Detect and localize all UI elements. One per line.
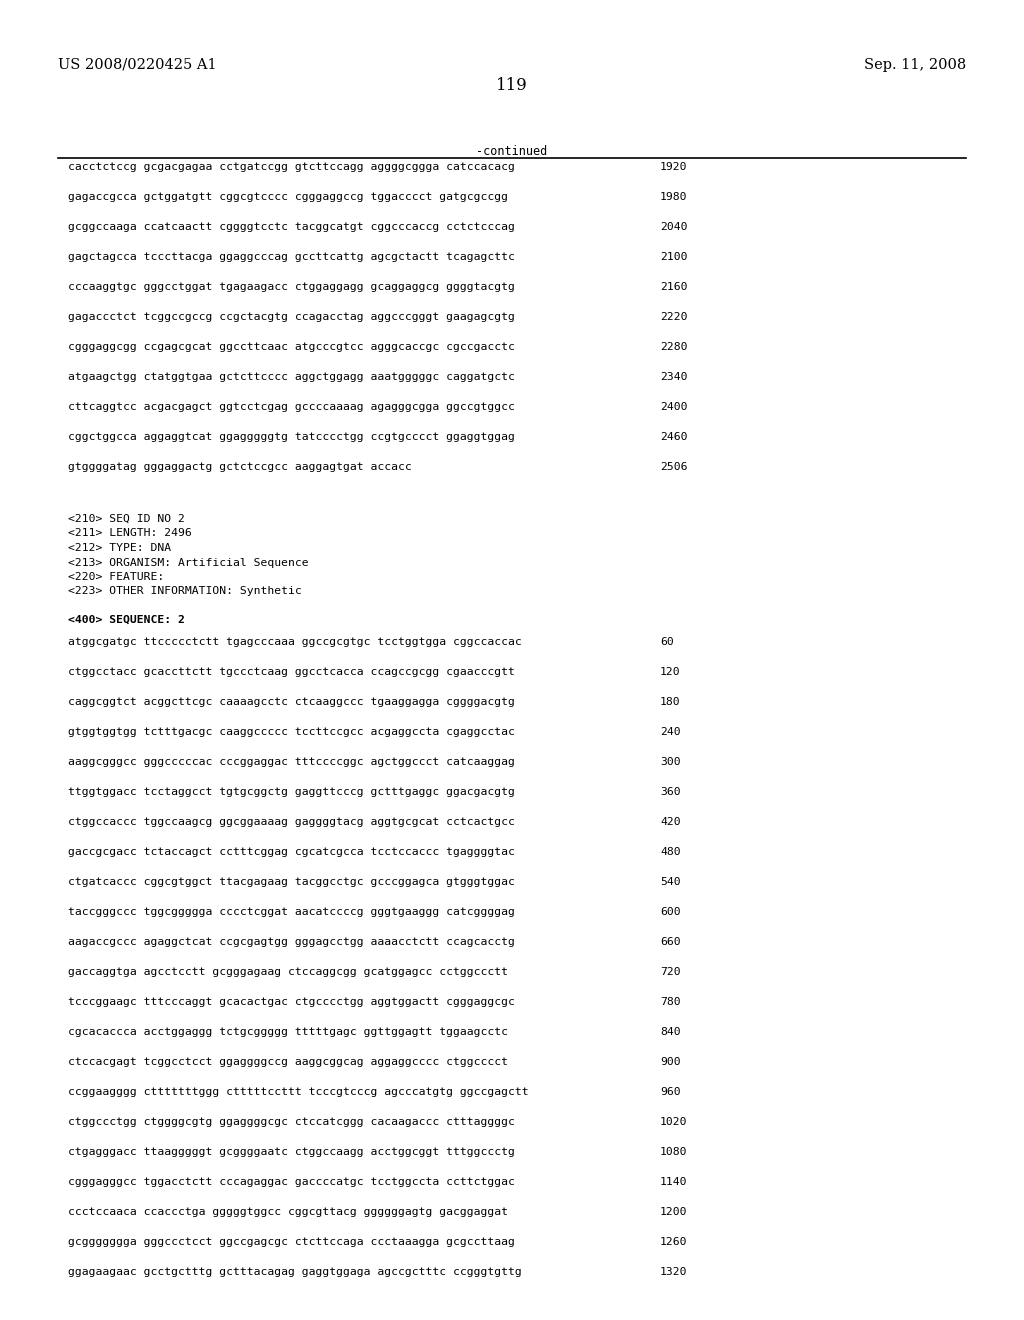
Text: cgggagggcc tggacctctt cccagaggac gaccccatgc tcctggccta ccttctggac: cgggagggcc tggacctctt cccagaggac gacccca… xyxy=(68,1177,515,1187)
Text: 60: 60 xyxy=(660,638,674,647)
Text: cggctggcca aggaggtcat ggagggggtg tatcccctgg ccgtgcccct ggaggtggag: cggctggcca aggaggtcat ggagggggtg tatcccc… xyxy=(68,432,515,442)
Text: gtggggatag gggaggactg gctctccgcc aaggagtgat accacc: gtggggatag gggaggactg gctctccgcc aaggagt… xyxy=(68,462,412,473)
Text: aaggcgggcc gggcccccac cccggaggac tttccccggc agctggccct catcaaggag: aaggcgggcc gggcccccac cccggaggac tttcccc… xyxy=(68,756,515,767)
Text: 240: 240 xyxy=(660,727,681,737)
Text: US 2008/0220425 A1: US 2008/0220425 A1 xyxy=(58,58,217,73)
Text: tcccggaagc tttcccaggt gcacactgac ctgcccctgg aggtggactt cgggaggcgc: tcccggaagc tttcccaggt gcacactgac ctgcccc… xyxy=(68,997,515,1007)
Text: 2400: 2400 xyxy=(660,403,687,412)
Text: <213> ORGANISM: Artificial Sequence: <213> ORGANISM: Artificial Sequence xyxy=(68,557,308,568)
Text: gcggggggga gggccctcct ggccgagcgc ctcttccaga ccctaaagga gcgccttaag: gcggggggga gggccctcct ggccgagcgc ctcttcc… xyxy=(68,1237,515,1247)
Text: 180: 180 xyxy=(660,697,681,708)
Text: atggcgatgc ttccccctctt tgagcccaaa ggccgcgtgc tcctggtgga cggccaccac: atggcgatgc ttccccctctt tgagcccaaa ggccgc… xyxy=(68,638,522,647)
Text: 1320: 1320 xyxy=(660,1267,687,1276)
Text: gagctagcca tcccttacga ggaggcccag gccttcattg agcgctactt tcagagcttc: gagctagcca tcccttacga ggaggcccag gccttca… xyxy=(68,252,515,261)
Text: 840: 840 xyxy=(660,1027,681,1038)
Text: 2100: 2100 xyxy=(660,252,687,261)
Text: -continued: -continued xyxy=(476,145,548,158)
Text: ccctccaaca ccaccctga gggggtggcc cggcgttacg ggggggagtg gacggaggat: ccctccaaca ccaccctga gggggtggcc cggcgtta… xyxy=(68,1206,508,1217)
Text: aagaccgccc agaggctcat ccgcgagtgg gggagcctgg aaaacctctt ccagcacctg: aagaccgccc agaggctcat ccgcgagtgg gggagcc… xyxy=(68,937,515,946)
Text: gaccgcgacc tctaccagct cctttcggag cgcatcgcca tcctccaccc tgaggggtac: gaccgcgacc tctaccagct cctttcggag cgcatcg… xyxy=(68,847,515,857)
Text: 1980: 1980 xyxy=(660,191,687,202)
Text: 2040: 2040 xyxy=(660,222,687,232)
Text: 119: 119 xyxy=(496,77,528,94)
Text: 300: 300 xyxy=(660,756,681,767)
Text: cttcaggtcc acgacgagct ggtcctcgag gccccaaaag agagggcgga ggccgtggcc: cttcaggtcc acgacgagct ggtcctcgag gccccaa… xyxy=(68,403,515,412)
Text: cgggaggcgg ccgagcgcat ggccttcaac atgcccgtcc agggcaccgc cgccgacctc: cgggaggcgg ccgagcgcat ggccttcaac atgcccg… xyxy=(68,342,515,352)
Text: ggagaagaac gcctgctttg gctttacagag gaggtggaga agccgctttc ccgggtgttg: ggagaagaac gcctgctttg gctttacagag gaggtg… xyxy=(68,1267,522,1276)
Text: 2220: 2220 xyxy=(660,312,687,322)
Text: ctgagggacc ttaagggggt gcggggaatc ctggccaagg acctggcggt tttggccctg: ctgagggacc ttaagggggt gcggggaatc ctggcca… xyxy=(68,1147,515,1158)
Text: ctggccaccc tggccaagcg ggcggaaaag gaggggtacg aggtgcgcat cctcactgcc: ctggccaccc tggccaagcg ggcggaaaag gaggggt… xyxy=(68,817,515,828)
Text: ttggtggacc tcctaggcct tgtgcggctg gaggttcccg gctttgaggc ggacgacgtg: ttggtggacc tcctaggcct tgtgcggctg gaggttc… xyxy=(68,787,515,797)
Text: caggcggtct acggcttcgc caaaagcctc ctcaaggccc tgaaggagga cggggacgtg: caggcggtct acggcttcgc caaaagcctc ctcaagg… xyxy=(68,697,515,708)
Text: 1020: 1020 xyxy=(660,1117,687,1127)
Text: 360: 360 xyxy=(660,787,681,797)
Text: 960: 960 xyxy=(660,1086,681,1097)
Text: 1080: 1080 xyxy=(660,1147,687,1158)
Text: taccgggccc tggcggggga cccctcggat aacatccccg gggtgaaggg catcggggag: taccgggccc tggcggggga cccctcggat aacatcc… xyxy=(68,907,515,917)
Text: 720: 720 xyxy=(660,968,681,977)
Text: ctgatcaccc cggcgtggct ttacgagaag tacggcctgc gcccggagca gtgggtggac: ctgatcaccc cggcgtggct ttacgagaag tacggcc… xyxy=(68,876,515,887)
Text: ctggccctgg ctggggcgtg ggaggggcgc ctccatcggg cacaagaccc ctttaggggc: ctggccctgg ctggggcgtg ggaggggcgc ctccatc… xyxy=(68,1117,515,1127)
Text: cacctctccg gcgacgagaa cctgatccgg gtcttccagg aggggcggga catccacacg: cacctctccg gcgacgagaa cctgatccgg gtcttcc… xyxy=(68,162,515,172)
Text: 1920: 1920 xyxy=(660,162,687,172)
Text: ctggcctacc gcaccttctt tgccctcaag ggcctcacca ccagccgcgg cgaacccgtt: ctggcctacc gcaccttctt tgccctcaag ggcctca… xyxy=(68,667,515,677)
Text: 540: 540 xyxy=(660,876,681,887)
Text: 660: 660 xyxy=(660,937,681,946)
Text: <400> SEQUENCE: 2: <400> SEQUENCE: 2 xyxy=(68,615,185,624)
Text: 780: 780 xyxy=(660,997,681,1007)
Text: <211> LENGTH: 2496: <211> LENGTH: 2496 xyxy=(68,528,191,539)
Text: gcggccaaga ccatcaactt cggggtcctc tacggcatgt cggcccaccg cctctcccag: gcggccaaga ccatcaactt cggggtcctc tacggca… xyxy=(68,222,515,232)
Text: Sep. 11, 2008: Sep. 11, 2008 xyxy=(864,58,966,73)
Text: 420: 420 xyxy=(660,817,681,828)
Text: 1140: 1140 xyxy=(660,1177,687,1187)
Text: atgaagctgg ctatggtgaa gctcttcccc aggctggagg aaatgggggc caggatgctc: atgaagctgg ctatggtgaa gctcttcccc aggctgg… xyxy=(68,372,515,381)
Text: 1200: 1200 xyxy=(660,1206,687,1217)
Text: cccaaggtgc gggcctggat tgagaagacc ctggaggagg gcaggaggcg ggggtacgtg: cccaaggtgc gggcctggat tgagaagacc ctggagg… xyxy=(68,282,515,292)
Text: 2506: 2506 xyxy=(660,462,687,473)
Text: <220> FEATURE:: <220> FEATURE: xyxy=(68,572,164,582)
Text: <212> TYPE: DNA: <212> TYPE: DNA xyxy=(68,543,171,553)
Text: ccggaagggg ctttttttggg ctttttccttt tcccgtcccg agcccatgtg ggccgagctt: ccggaagggg ctttttttggg ctttttccttt tcccg… xyxy=(68,1086,528,1097)
Text: gaccaggtga agcctcctt gcgggagaag ctccaggcgg gcatggagcc cctggccctt: gaccaggtga agcctcctt gcgggagaag ctccaggc… xyxy=(68,968,508,977)
Text: 120: 120 xyxy=(660,667,681,677)
Text: 1260: 1260 xyxy=(660,1237,687,1247)
Text: 2280: 2280 xyxy=(660,342,687,352)
Text: 2160: 2160 xyxy=(660,282,687,292)
Text: gagaccctct tcggccgccg ccgctacgtg ccagacctag aggcccgggt gaagagcgtg: gagaccctct tcggccgccg ccgctacgtg ccagacc… xyxy=(68,312,515,322)
Text: gtggtggtgg tctttgacgc caaggccccc tccttccgcc acgaggccta cgaggcctac: gtggtggtgg tctttgacgc caaggccccc tccttcc… xyxy=(68,727,515,737)
Text: gagaccgcca gctggatgtt cggcgtcccc cgggaggccg tggacccct gatgcgccgg: gagaccgcca gctggatgtt cggcgtcccc cgggagg… xyxy=(68,191,508,202)
Text: 2340: 2340 xyxy=(660,372,687,381)
Text: 2460: 2460 xyxy=(660,432,687,442)
Text: <223> OTHER INFORMATION: Synthetic: <223> OTHER INFORMATION: Synthetic xyxy=(68,586,302,597)
Text: <210> SEQ ID NO 2: <210> SEQ ID NO 2 xyxy=(68,513,185,524)
Text: 600: 600 xyxy=(660,907,681,917)
Text: 480: 480 xyxy=(660,847,681,857)
Text: cgcacaccca acctggaggg tctgcggggg tttttgagc ggttggagtt tggaagcctc: cgcacaccca acctggaggg tctgcggggg tttttga… xyxy=(68,1027,508,1038)
Text: 900: 900 xyxy=(660,1057,681,1067)
Text: ctccacgagt tcggcctcct ggaggggccg aaggcggcag aggaggcccc ctggcccct: ctccacgagt tcggcctcct ggaggggccg aaggcgg… xyxy=(68,1057,508,1067)
